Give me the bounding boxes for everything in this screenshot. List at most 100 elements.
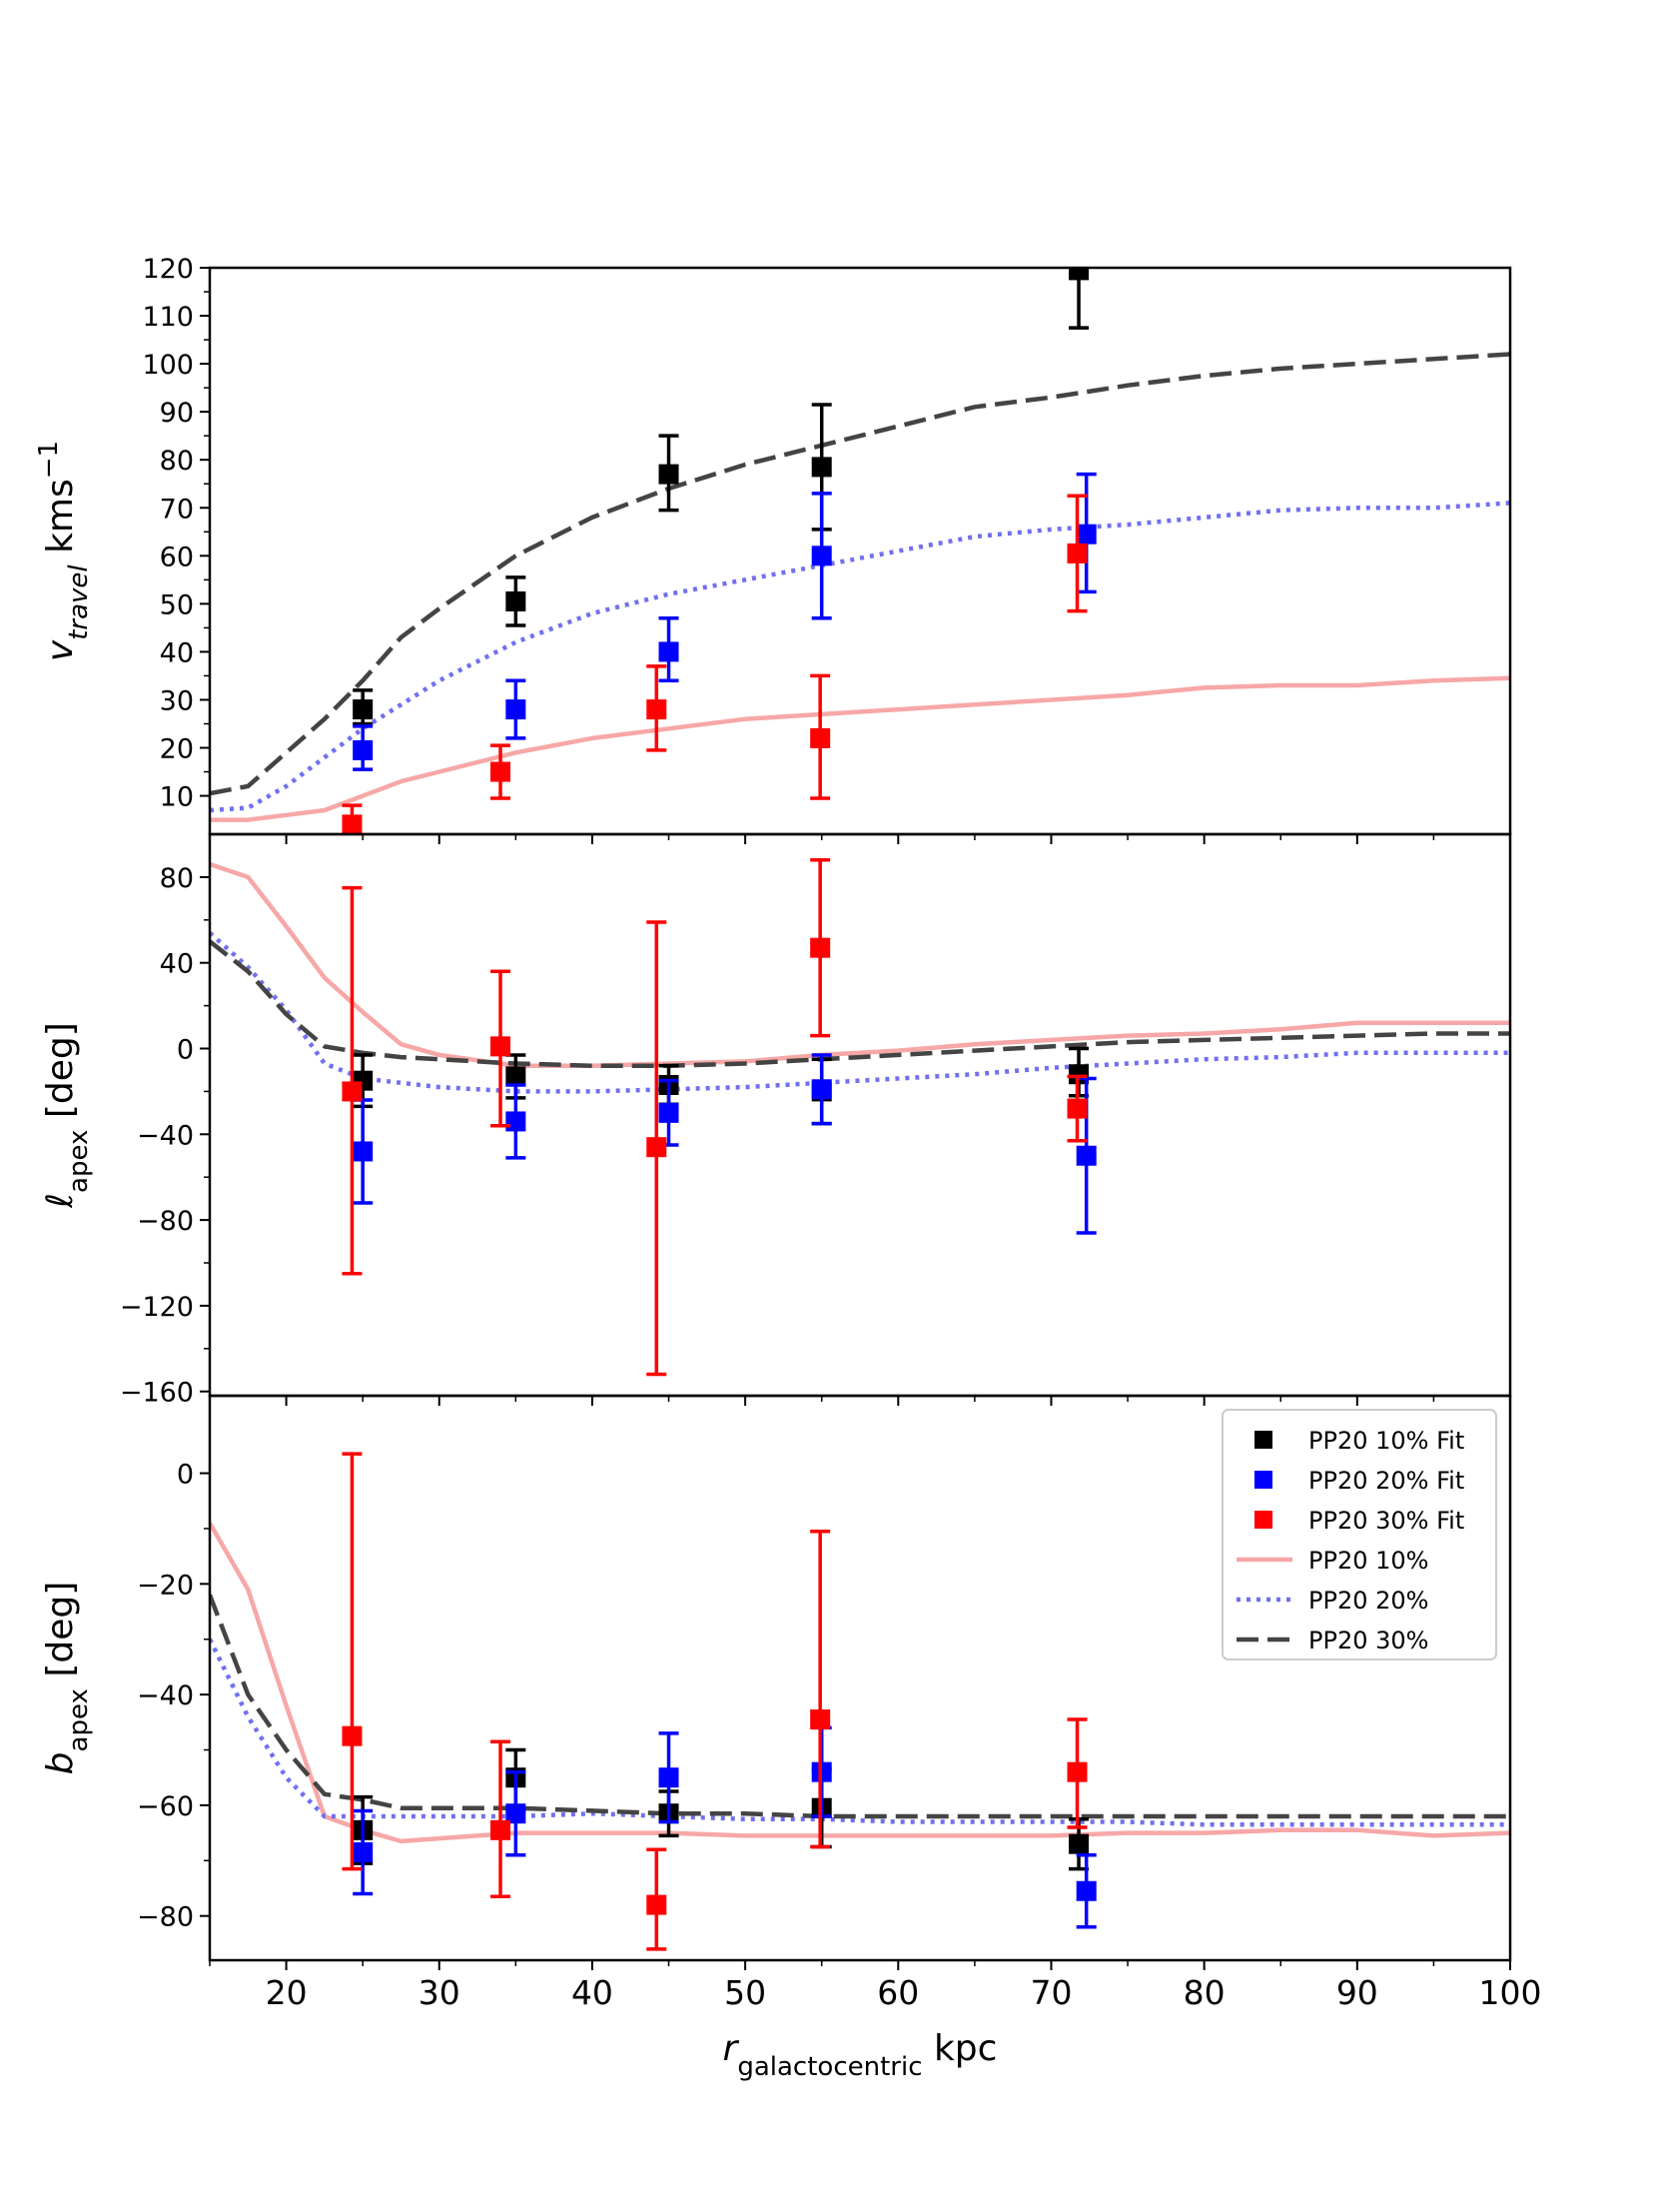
data-point [811, 546, 832, 566]
ytick-label: 40 [160, 949, 194, 980]
data-point [658, 641, 679, 662]
panels: 10 20 30 40 50 60 70 80 90 100 110 120 vtravel kms−1… [34, 254, 1542, 2082]
ytick-label: 0 [177, 1460, 194, 1491]
ytick-label: −40 [137, 1680, 194, 1711]
model-lines [210, 352, 1510, 822]
ytick-label: 30 [160, 685, 194, 716]
data-point [658, 1767, 679, 1788]
data-point [1069, 1833, 1090, 1854]
data-point [1076, 1145, 1097, 1166]
model-lines [210, 1522, 1510, 1844]
data-point [658, 1102, 679, 1123]
data-point [353, 739, 374, 760]
xtick-label: 30 [418, 1973, 460, 2012]
ytick-label: 60 [160, 542, 194, 572]
xtick-label: 70 [1030, 1973, 1072, 2012]
panel-middle: −160 −120 −80 −40 0 40 80 ℓapex [deg] [40, 832, 1512, 1409]
data-point [810, 1709, 831, 1730]
ytick-label: 10 [160, 782, 194, 813]
data-point [646, 699, 667, 720]
legend-label: PP20 30% Fit [1308, 1507, 1464, 1535]
data-point [646, 1137, 667, 1158]
ytick-label: 80 [160, 446, 194, 477]
ytick-label: 90 [160, 398, 194, 429]
ytick-label: 40 [160, 637, 194, 668]
data-point [505, 590, 526, 611]
data-point [1067, 543, 1088, 563]
ytick-label: −80 [137, 1206, 194, 1237]
data-point [490, 1819, 511, 1840]
legend-label: PP20 30% [1308, 1627, 1428, 1655]
xtick-label: 100 [1479, 1973, 1542, 2012]
data-point [342, 1081, 363, 1102]
legend-frame [1222, 1409, 1497, 1660]
ytick-label: 70 [160, 494, 194, 525]
legend: PP20 10% Fit PP20 20% Fit PP20 30% Fit PP20… [1222, 1409, 1497, 1660]
data-point [353, 699, 374, 720]
data-point [342, 1725, 363, 1746]
series-line-solid [210, 1522, 1510, 1844]
data-point [342, 814, 363, 834]
ytick-label: 120 [142, 254, 194, 285]
ytick-label: −60 [137, 1791, 194, 1822]
series-line-dashed [210, 939, 1510, 1068]
axes-frame [208, 1394, 1512, 1962]
data-point [505, 1803, 526, 1824]
xtick-label: 80 [1184, 1973, 1226, 2012]
x-axis-label: rgalactocentric kpc [723, 2028, 998, 2082]
ytick-label: 0 [177, 1035, 194, 1066]
series-line-solid [210, 675, 1510, 822]
legend-label: PP20 20% Fit [1308, 1467, 1464, 1495]
ytick-label: 50 [160, 589, 194, 620]
series-line-dotted [210, 931, 1510, 1094]
ytick-label: −80 [137, 1902, 194, 1933]
y-axis-label: bapex [deg] [40, 1582, 94, 1775]
data-point [811, 1079, 832, 1100]
ytick-label: 100 [142, 350, 194, 381]
xtick-label: 60 [877, 1973, 919, 2012]
data-point [810, 937, 831, 958]
series-line-dashed [210, 352, 1510, 796]
data-point [1067, 1098, 1088, 1119]
xtick-label: 40 [571, 1973, 613, 2012]
legend-label: PP20 10% Fit [1308, 1427, 1464, 1455]
data-point [490, 761, 511, 782]
data-point [1067, 1761, 1088, 1782]
xtick-label: 50 [724, 1973, 766, 2012]
series-line-dotted [210, 501, 1510, 813]
data-point [1076, 1880, 1097, 1901]
data-point [1076, 524, 1097, 545]
legend-marker [1254, 1511, 1272, 1529]
xtick-label: 90 [1336, 1973, 1378, 2012]
ytick-label: −20 [137, 1570, 194, 1601]
data-point [505, 1111, 526, 1132]
data-point [353, 1141, 374, 1162]
data-point [811, 457, 832, 478]
legend-marker [1254, 1431, 1272, 1449]
legend-label: PP20 10% [1308, 1547, 1428, 1575]
fit-points [342, 268, 1097, 834]
ytick-label: −40 [137, 1120, 194, 1151]
model-lines [210, 861, 1510, 1094]
data-point [505, 699, 526, 720]
data-point [810, 727, 831, 748]
fit-points [342, 857, 1097, 1377]
data-point [1069, 268, 1090, 281]
legend-marker [1254, 1471, 1272, 1489]
data-point [658, 464, 679, 485]
ytick-label: 110 [142, 302, 194, 333]
y-axis-label: vtravel kms−1 [34, 441, 94, 661]
series-line-dashed [210, 1594, 1510, 1819]
ytick-label: 80 [160, 863, 194, 894]
ytick-label: 20 [160, 734, 194, 765]
data-point [490, 1036, 511, 1057]
data-point [646, 1894, 667, 1915]
data-point [505, 1066, 526, 1087]
ytick-label: −160 [120, 1378, 194, 1409]
y-axis-label: ℓapex [deg] [40, 1022, 94, 1209]
legend-label: PP20 20% [1308, 1587, 1428, 1615]
xtick-label: 20 [266, 1973, 308, 2012]
ytick-label: −120 [120, 1292, 194, 1323]
